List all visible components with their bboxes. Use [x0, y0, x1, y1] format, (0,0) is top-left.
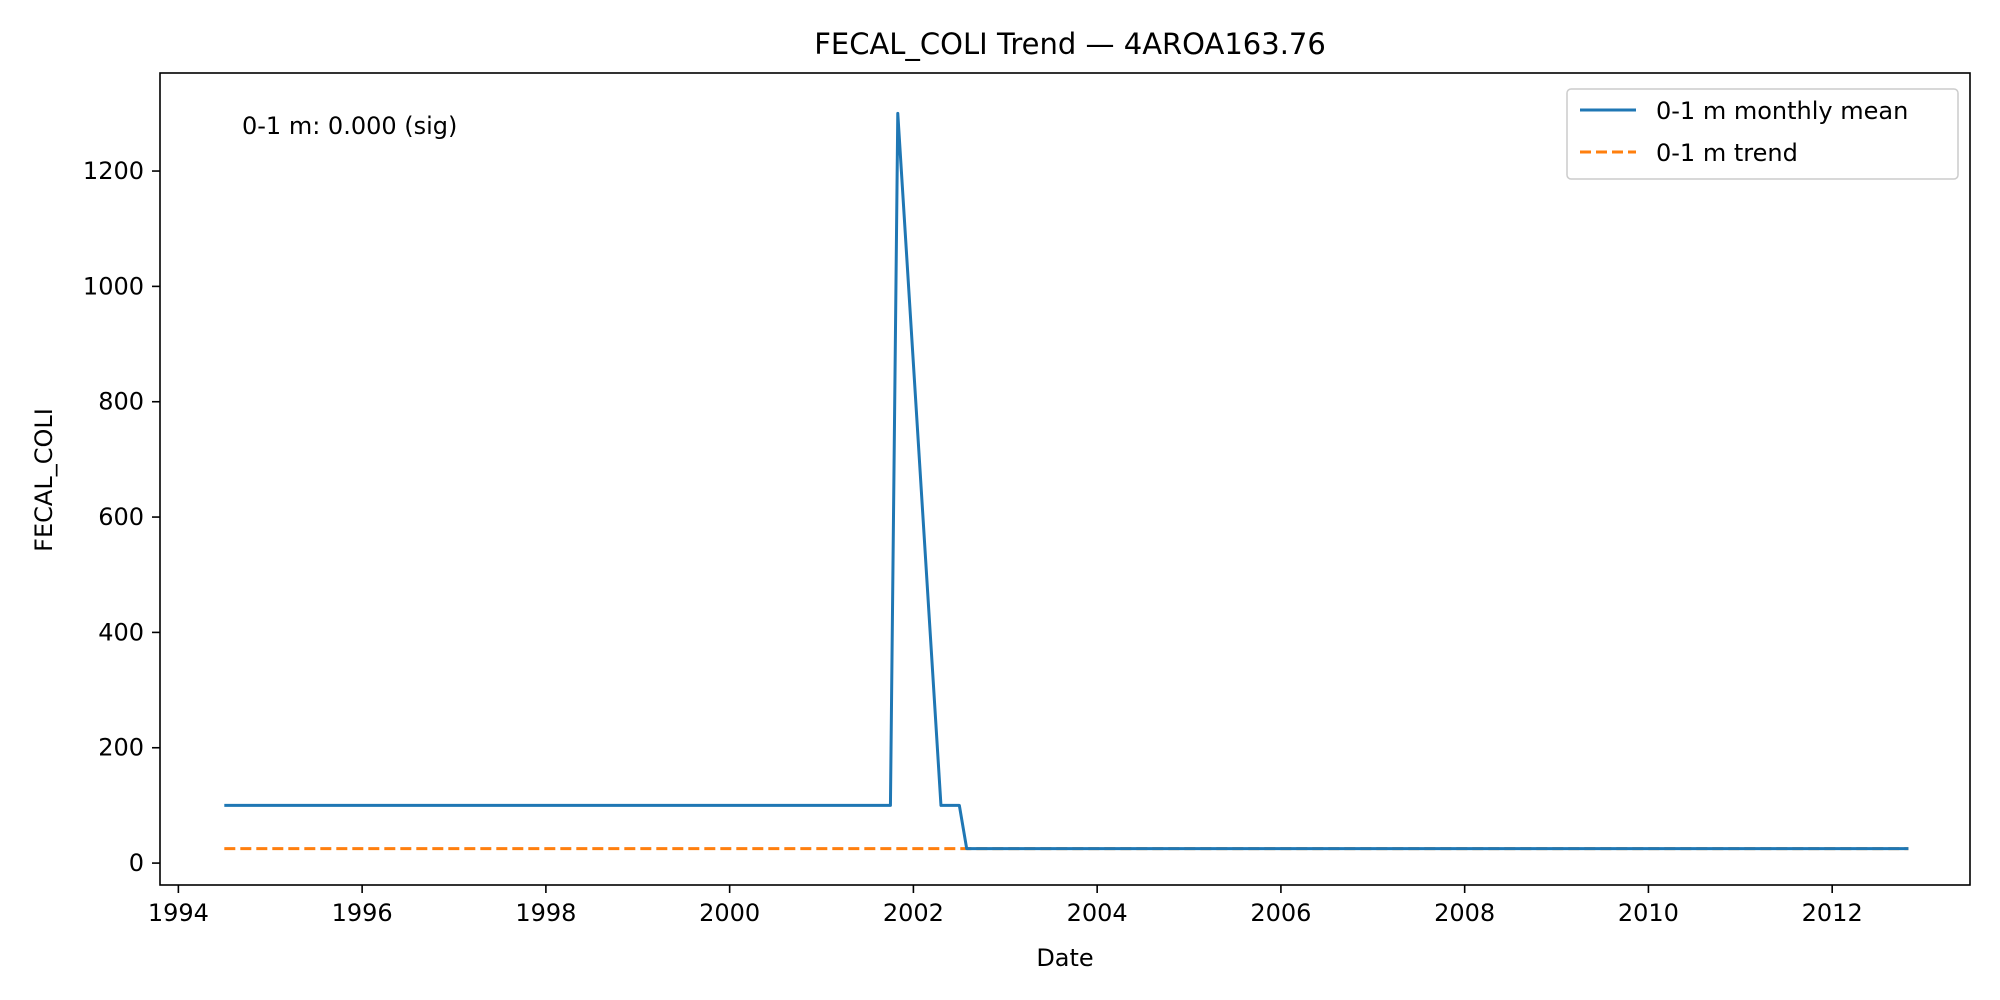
- x-tick-label: 2010: [1618, 899, 1679, 927]
- y-tick-label: 800: [98, 388, 144, 416]
- y-axis-label: FECAL_COLI: [30, 408, 58, 552]
- x-tick-label: 1996: [332, 899, 393, 927]
- x-tick-label: 2002: [883, 899, 944, 927]
- x-tick-label: 2012: [1802, 899, 1863, 927]
- x-tick-label: 2004: [1067, 899, 1128, 927]
- x-tick-label: 2006: [1250, 899, 1311, 927]
- x-tick-label: 1994: [148, 899, 209, 927]
- plot-frame: [159, 72, 1971, 886]
- trend-annotation: 0-1 m: 0.000 (sig): [242, 112, 457, 140]
- series-line-monthly-mean: [224, 111, 1909, 851]
- x-tick-label: 2000: [699, 899, 760, 927]
- y-tick-label: 1200: [83, 157, 144, 185]
- y-tick-label: 400: [98, 618, 144, 646]
- legend: 0-1 m monthly mean 0-1 m trend: [1566, 88, 1959, 180]
- y-axis: 0 200 400 600 800 1000 1200: [83, 157, 160, 877]
- x-tick-label: 2008: [1434, 899, 1495, 927]
- y-tick-label: 1000: [83, 272, 144, 300]
- legend-box: [1566, 88, 1959, 180]
- legend-label-monthly-mean: 0-1 m monthly mean: [1656, 97, 1908, 125]
- x-axis-label: Date: [1036, 944, 1093, 972]
- y-tick-label: 600: [98, 503, 144, 531]
- series-layer: [224, 111, 1909, 851]
- y-tick-label: 200: [98, 734, 144, 762]
- y-tick-label: 0: [129, 849, 144, 877]
- legend-label-trend: 0-1 m trend: [1656, 139, 1798, 167]
- chart-title: FECAL_COLI Trend — 4AROA163.76: [814, 27, 1326, 61]
- x-tick-label: 1998: [515, 899, 576, 927]
- x-axis: 1994 1996 1998 2000 2002 2004 2006 2008 2010 2012: [148, 885, 1863, 927]
